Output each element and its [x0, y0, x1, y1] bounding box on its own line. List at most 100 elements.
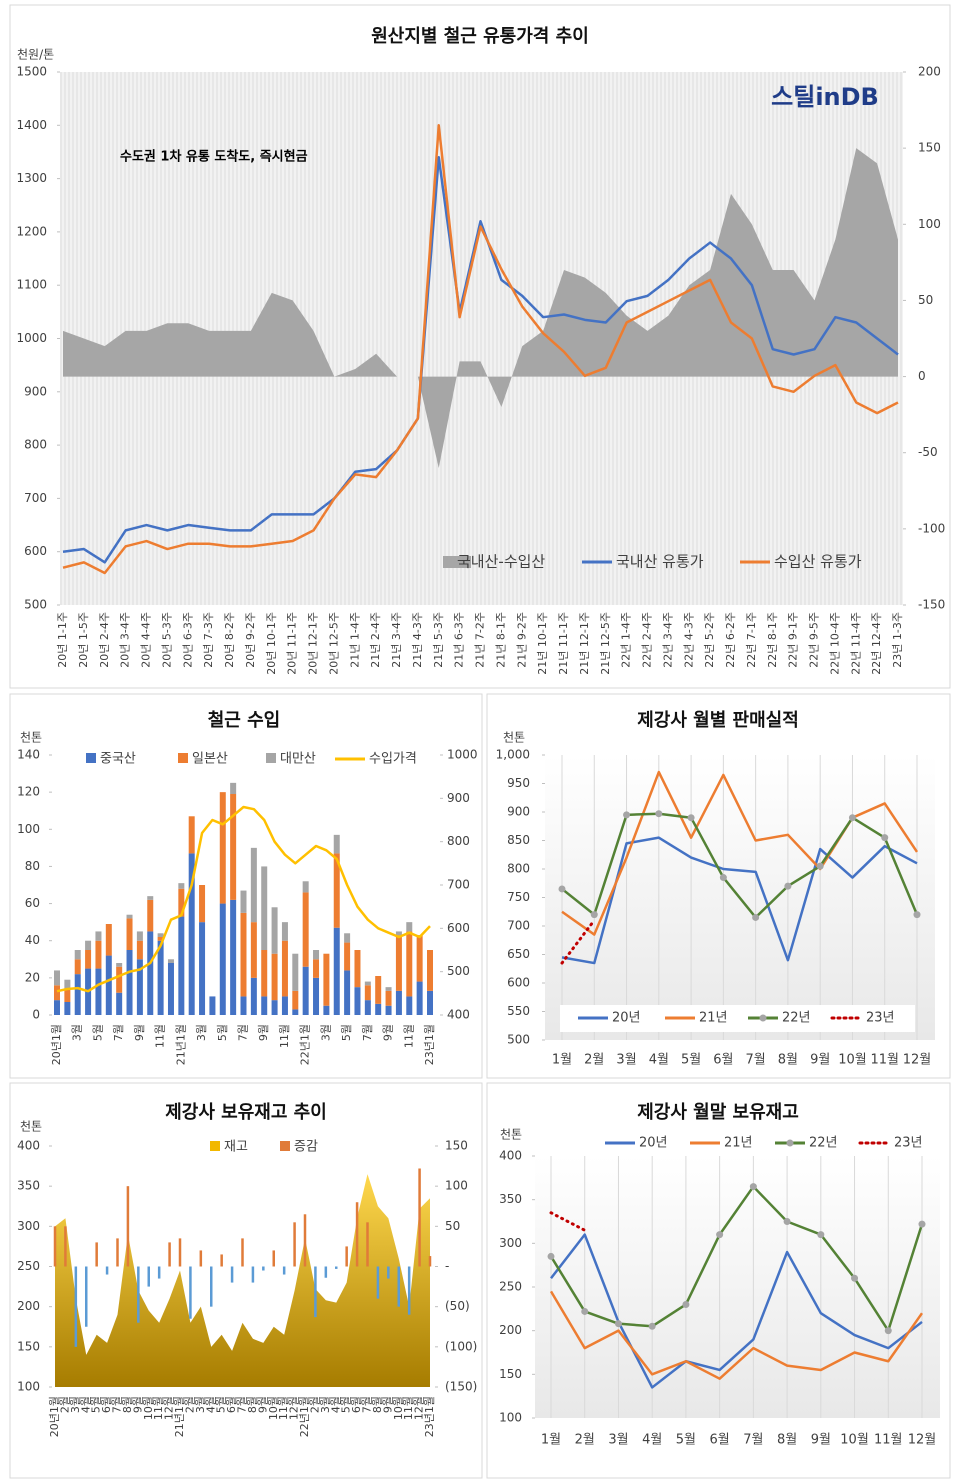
y2-tick-label: - [445, 1259, 449, 1273]
x-tick-label: 5월 [215, 1396, 228, 1413]
marker [881, 834, 889, 842]
marker [682, 1300, 690, 1308]
x-tick-label: 6월 [713, 1053, 733, 1068]
bar [313, 959, 320, 978]
marker [655, 810, 663, 818]
y-tick-label: 150 [17, 1339, 40, 1353]
bar [85, 940, 92, 950]
bar [105, 955, 112, 1015]
bar [313, 977, 320, 1015]
y-tick-label: 1000 [16, 331, 47, 345]
y-tick-label: 900 [24, 384, 47, 398]
y2-tick-label: -50 [918, 445, 938, 459]
bar [137, 1266, 140, 1323]
bar [230, 899, 237, 1015]
x-tick-label: 21년 5-3주 [432, 612, 445, 668]
x-tick-label: 22년1월 [298, 1396, 311, 1437]
legend-swatch [210, 1141, 220, 1151]
area [55, 1174, 430, 1387]
legend-marker [786, 1139, 794, 1147]
x-tick-label: 23년1월 [423, 1024, 436, 1065]
bar [64, 979, 71, 989]
bar [95, 968, 102, 1015]
bar [95, 940, 102, 969]
bar [271, 953, 278, 1001]
x-tick-label: 8월 [371, 1396, 384, 1413]
x-tick-label: 20년 4-4주 [140, 612, 153, 668]
x-tick-label: 4월 [204, 1396, 217, 1413]
bar [147, 1266, 150, 1287]
bar [427, 950, 433, 991]
bar [240, 890, 247, 913]
y2-tick-label: (50) [445, 1299, 470, 1313]
x-tick-label: 3월 [194, 1396, 207, 1413]
bar [314, 1266, 317, 1318]
bar [354, 950, 361, 988]
x-tick-label: 20년 12-5주 [327, 612, 340, 675]
x-tick-label: 4월 [79, 1396, 92, 1413]
bar [219, 792, 226, 904]
marker [687, 814, 695, 822]
x-tick-label: 2월 [575, 1433, 595, 1448]
bar [199, 885, 206, 923]
axis-unit: 천톤 [20, 1119, 42, 1134]
y-tick-label: 100 [17, 822, 40, 836]
x-tick-label: 2월 [308, 1396, 321, 1413]
bar [354, 987, 361, 1015]
bar [395, 931, 402, 936]
bar [136, 931, 143, 941]
x-tick-label: 12월 [903, 1053, 932, 1068]
bar [355, 1202, 359, 1267]
bar [281, 922, 288, 941]
legend-label: 23년 [866, 1011, 895, 1026]
y-tick-label: 250 [17, 1259, 40, 1273]
legend-label: 국내산 유통가 [616, 553, 704, 571]
x-tick-label: 7월 [746, 1053, 766, 1068]
x-tick-label: 4월 [642, 1433, 662, 1448]
y-tick-label: 750 [507, 890, 530, 904]
x-tick-label: 10월 [392, 1396, 405, 1420]
y2-tick-label: 150 [918, 141, 941, 155]
bar [302, 881, 309, 893]
x-tick-label: 20년 8-2주 [223, 612, 236, 668]
y-tick-label: 120 [17, 785, 40, 799]
bar [385, 990, 392, 1006]
x-tick-label: 11월 [874, 1433, 903, 1448]
bar [178, 1238, 182, 1267]
x-tick-label: 22년 2-4주 [641, 612, 654, 668]
y-tick-label: 300 [499, 1236, 522, 1250]
bar [416, 981, 423, 1015]
legend-label: 일본산 [192, 752, 228, 767]
legend-swatch [443, 556, 471, 568]
bar [116, 1238, 119, 1267]
x-tick-label: 20년 6-3주 [181, 612, 194, 668]
marker [848, 814, 856, 822]
x-tick-label: 9월 [811, 1433, 831, 1448]
x-tick-label: 8월 [121, 1396, 134, 1413]
y-tick-label: 700 [507, 919, 530, 933]
bar [74, 959, 81, 975]
x-tick-label: 21년1월 [173, 1396, 186, 1437]
bar [324, 1266, 328, 1278]
x-tick-label: 10월 [142, 1396, 155, 1420]
legend-label: 국내산-수입산 [457, 553, 545, 571]
y-tick-label: 950 [507, 776, 530, 790]
x-tick-label: 7월 [361, 1396, 374, 1413]
marker [783, 1218, 791, 1225]
y-tick-label: 400 [499, 1149, 522, 1163]
legend-label: 21년 [724, 1136, 753, 1151]
bar [74, 950, 81, 960]
bar [397, 1266, 400, 1307]
line [62, 124, 899, 575]
x-tick-label: 20년 3-4주 [119, 612, 132, 668]
x-tick-label: 22년 8-1주 [766, 612, 779, 668]
y2-tick-label: 200 [918, 65, 941, 79]
plot-area [535, 1156, 940, 1418]
x-tick-label: 21년 4-3주 [411, 612, 424, 668]
y-tick-label: 1100 [16, 278, 47, 292]
marker [648, 1322, 656, 1330]
x-tick-label: 10월 [267, 1396, 280, 1420]
x-tick-label: 22년 6-2주 [724, 612, 737, 668]
legend-label: 20년 [612, 1011, 641, 1026]
